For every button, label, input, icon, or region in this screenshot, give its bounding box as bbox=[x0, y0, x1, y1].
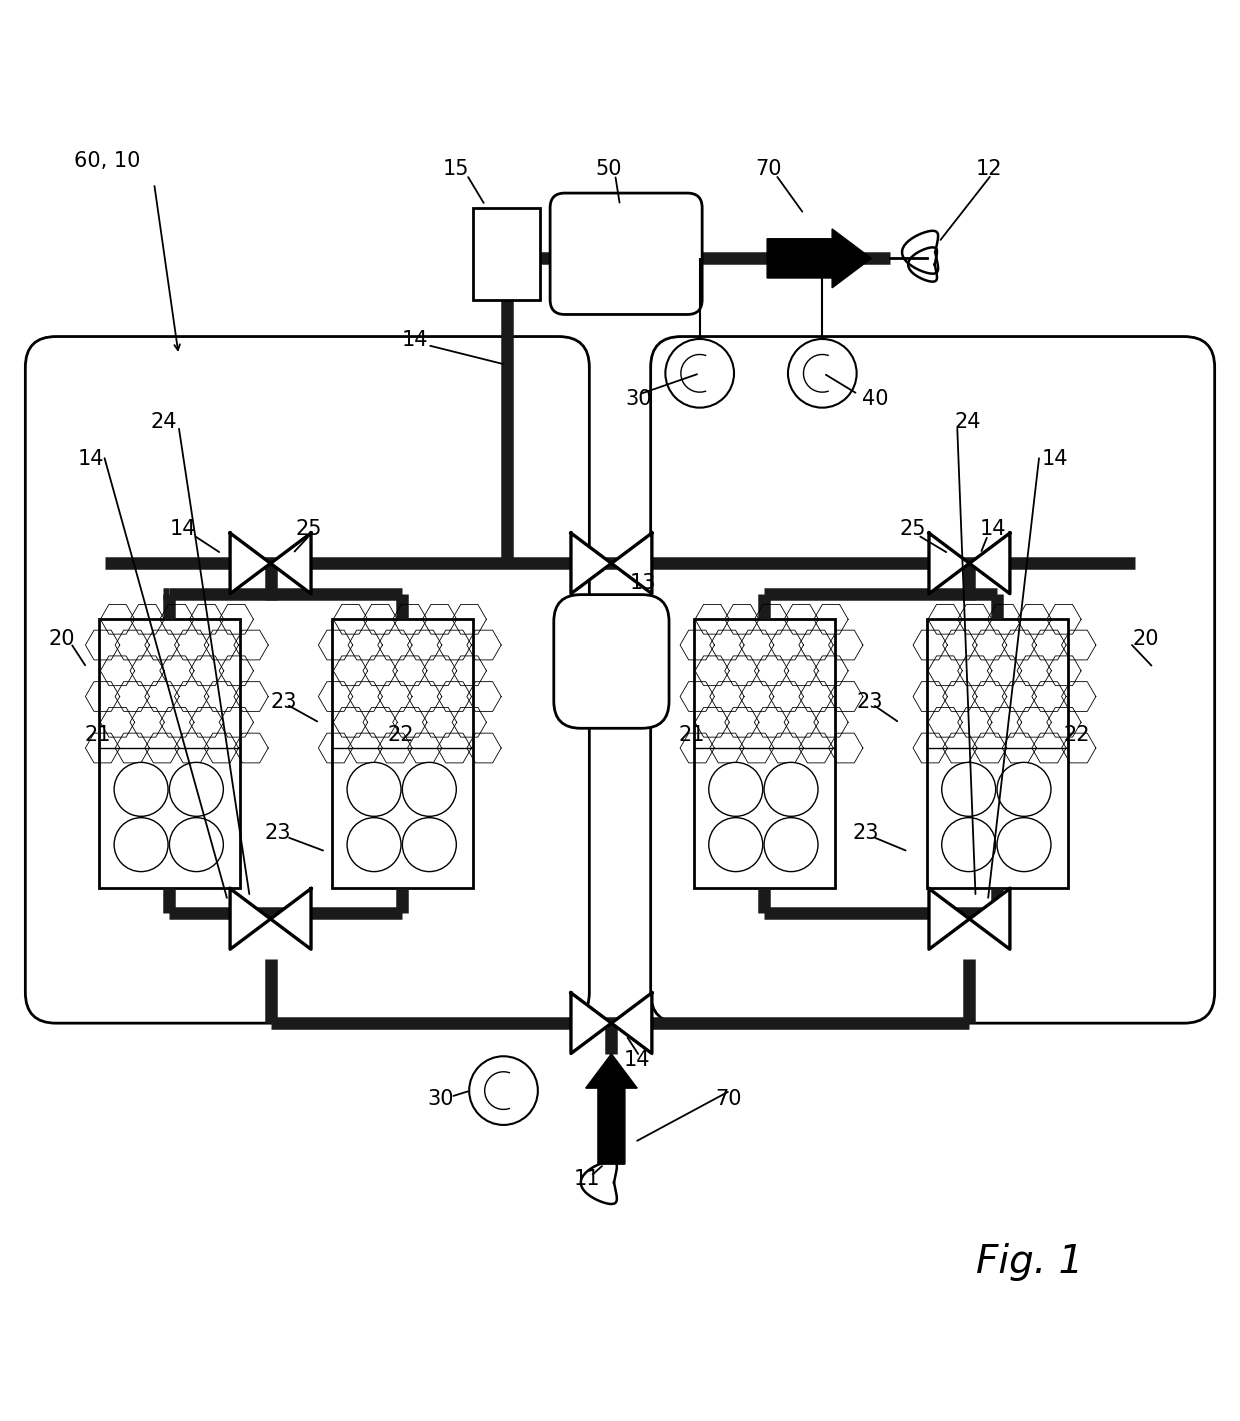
Polygon shape bbox=[231, 888, 270, 949]
Circle shape bbox=[941, 817, 996, 871]
Polygon shape bbox=[611, 533, 652, 594]
Text: 22: 22 bbox=[387, 725, 413, 745]
Circle shape bbox=[709, 762, 763, 816]
Circle shape bbox=[941, 762, 996, 816]
Text: 25: 25 bbox=[295, 519, 321, 539]
Polygon shape bbox=[270, 533, 311, 594]
Polygon shape bbox=[970, 888, 1009, 949]
Circle shape bbox=[709, 817, 763, 871]
FancyBboxPatch shape bbox=[25, 337, 589, 1023]
Circle shape bbox=[114, 817, 169, 871]
Text: 21: 21 bbox=[84, 725, 110, 745]
FancyArrow shape bbox=[585, 1054, 637, 1164]
Text: 70: 70 bbox=[715, 1088, 742, 1110]
Circle shape bbox=[997, 817, 1052, 871]
Text: 14: 14 bbox=[624, 1050, 650, 1070]
Text: 20: 20 bbox=[48, 630, 76, 649]
FancyBboxPatch shape bbox=[554, 594, 670, 729]
Text: 23: 23 bbox=[857, 692, 883, 712]
Circle shape bbox=[347, 817, 401, 871]
FancyArrow shape bbox=[768, 229, 872, 288]
Text: 13: 13 bbox=[630, 573, 656, 593]
Text: 14: 14 bbox=[1042, 449, 1069, 469]
Circle shape bbox=[997, 762, 1052, 816]
Text: Fig. 1: Fig. 1 bbox=[976, 1243, 1083, 1282]
Text: 24: 24 bbox=[150, 412, 177, 432]
Circle shape bbox=[787, 340, 857, 408]
Text: 22: 22 bbox=[1064, 725, 1090, 745]
Text: 14: 14 bbox=[980, 519, 1006, 539]
Circle shape bbox=[469, 1056, 538, 1125]
Text: 20: 20 bbox=[1132, 630, 1159, 649]
Circle shape bbox=[114, 762, 169, 816]
Bar bbox=[99, 618, 239, 888]
Circle shape bbox=[764, 817, 818, 871]
Circle shape bbox=[347, 762, 401, 816]
Text: 23: 23 bbox=[270, 692, 298, 712]
Circle shape bbox=[170, 762, 223, 816]
Text: 60, 10: 60, 10 bbox=[74, 151, 141, 171]
Text: 11: 11 bbox=[573, 1169, 600, 1189]
Text: 15: 15 bbox=[443, 159, 469, 179]
Polygon shape bbox=[970, 533, 1009, 594]
Circle shape bbox=[764, 762, 818, 816]
Polygon shape bbox=[231, 533, 270, 594]
Text: 30: 30 bbox=[428, 1088, 454, 1110]
Circle shape bbox=[666, 340, 734, 408]
Bar bbox=[332, 618, 472, 888]
Polygon shape bbox=[570, 533, 611, 594]
Text: 14: 14 bbox=[78, 449, 104, 469]
Bar bbox=[926, 618, 1068, 888]
Circle shape bbox=[402, 762, 456, 816]
Bar bbox=[693, 618, 835, 888]
Polygon shape bbox=[611, 993, 652, 1053]
Polygon shape bbox=[929, 888, 970, 949]
Circle shape bbox=[170, 817, 223, 871]
Text: 70: 70 bbox=[755, 159, 781, 179]
Text: 14: 14 bbox=[170, 519, 196, 539]
Text: 24: 24 bbox=[955, 412, 981, 432]
Text: 12: 12 bbox=[976, 159, 1002, 179]
Text: 21: 21 bbox=[678, 725, 706, 745]
Text: 30: 30 bbox=[625, 389, 651, 409]
Text: 50: 50 bbox=[595, 159, 622, 179]
Polygon shape bbox=[270, 888, 311, 949]
Text: 23: 23 bbox=[264, 823, 291, 843]
Bar bbox=[472, 207, 541, 300]
Polygon shape bbox=[570, 993, 611, 1053]
FancyBboxPatch shape bbox=[551, 193, 702, 314]
Text: 14: 14 bbox=[402, 330, 428, 350]
Text: 25: 25 bbox=[899, 519, 926, 539]
Text: 40: 40 bbox=[862, 389, 888, 409]
Polygon shape bbox=[929, 533, 970, 594]
Text: 23: 23 bbox=[853, 823, 879, 843]
Circle shape bbox=[402, 817, 456, 871]
FancyBboxPatch shape bbox=[651, 337, 1215, 1023]
